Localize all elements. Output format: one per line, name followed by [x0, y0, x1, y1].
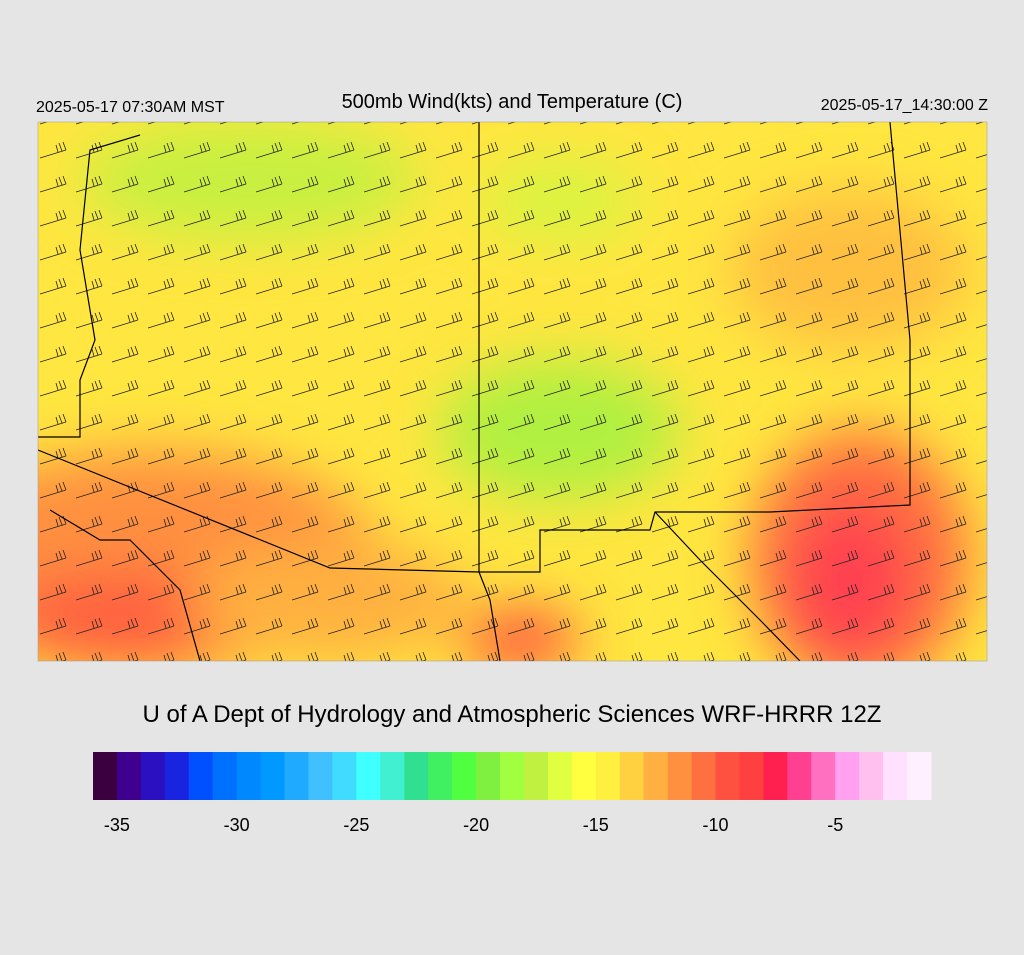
valid-local-time: 2025-05-17 07:30AM MST — [36, 99, 225, 116]
colorbar-swatch — [356, 752, 381, 800]
colorbar-swatch — [859, 752, 884, 800]
colorbar: -35 -30 -25 -20 -15 -10 -5 — [93, 752, 932, 835]
colorbar-swatch — [691, 752, 717, 800]
colorbar-swatch — [500, 752, 525, 800]
colorbar-swatch — [476, 752, 501, 800]
colorbar-tick-label: -20 — [463, 815, 489, 835]
colorbar-swatch — [715, 752, 740, 800]
colorbar-tick-label: -35 — [104, 815, 130, 835]
colorbar-swatch — [93, 752, 118, 800]
colorbar-tick-label: -30 — [224, 815, 250, 835]
colorbar-swatch — [164, 752, 190, 800]
colorbar-tick-label: -10 — [703, 815, 729, 835]
colorbar-swatch — [332, 752, 357, 800]
colorbar-swatch — [763, 752, 788, 800]
colorbar-swatch — [571, 752, 597, 800]
map — [38, 122, 987, 661]
state-borders — [38, 122, 911, 661]
colorbar-swatch — [523, 752, 549, 800]
colorbar-swatch — [835, 752, 860, 800]
colorbar-swatch — [380, 752, 405, 800]
colorbar-swatch — [284, 752, 309, 800]
colorbar-swatch — [212, 752, 238, 800]
footer-credit: U of A Dept of Hydrology and Atmospheric… — [143, 701, 882, 728]
map-frame — [37, 121, 988, 662]
colorbar-swatch — [907, 752, 932, 800]
colorbar-tick-label: -5 — [827, 815, 843, 835]
colorbar-swatch — [547, 752, 573, 800]
colorbar-tick-label: -25 — [343, 815, 369, 835]
colorbar-swatch — [140, 752, 166, 800]
colorbar-swatch — [643, 752, 669, 800]
colorbar-swatch — [236, 752, 262, 800]
valid-utc-time: 2025-05-17_14:30:00 Z — [821, 97, 988, 114]
wind-barbs — [38, 122, 987, 661]
colorbar-swatch — [260, 752, 286, 800]
colorbar-swatch — [787, 752, 812, 800]
colorbar-swatch — [404, 752, 429, 800]
colorbar-tick-label: -15 — [583, 815, 609, 835]
colorbar-swatch — [619, 752, 645, 800]
colorbar-swatch — [595, 752, 621, 800]
colorbar-swatch — [883, 752, 908, 800]
map-title: 500mb Wind(kts) and Temperature (C) — [342, 91, 683, 113]
colorbar-swatch — [188, 752, 214, 800]
colorbar-swatch — [308, 752, 333, 800]
colorbar-swatch — [811, 752, 836, 800]
colorbar-swatch — [739, 752, 764, 800]
colorbar-swatch — [452, 752, 477, 800]
colorbar-swatch — [428, 752, 453, 800]
colorbar-swatch — [116, 752, 142, 800]
colorbar-swatch — [667, 752, 693, 800]
